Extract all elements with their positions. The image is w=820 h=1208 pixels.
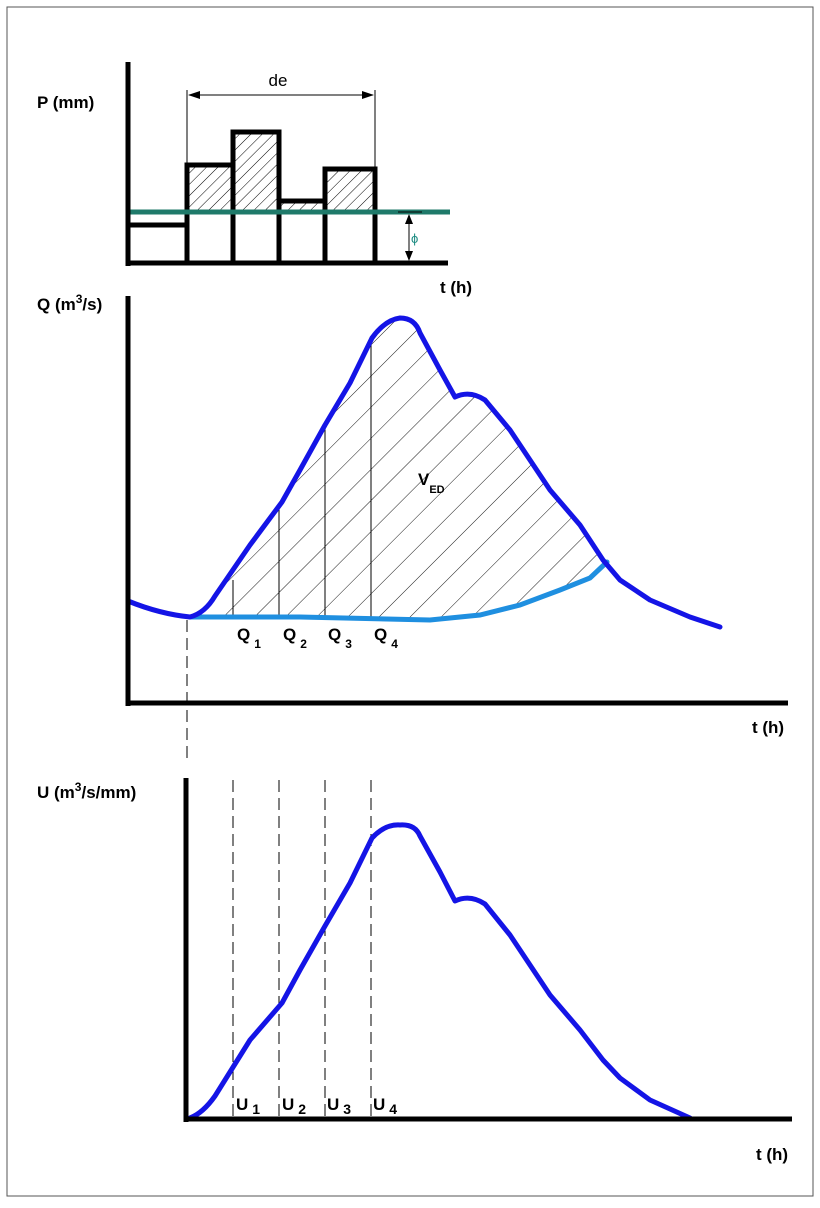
excess-bar-4 <box>325 169 375 212</box>
hyetograph-panel: de ϕ P (mm) t (h) <box>37 62 472 297</box>
unit-ordinate-lines <box>232 780 372 1118</box>
rainfall-bar-0 <box>128 222 190 263</box>
runoff-volume-hatch <box>190 318 603 620</box>
unit-hydrograph-curve <box>187 822 693 1121</box>
rainfall-bar-2 <box>230 129 282 263</box>
phi-arrow-top <box>405 214 413 224</box>
runoff-volume-label: VED <box>418 470 445 496</box>
figure-frame <box>6 6 814 1197</box>
unit-y-label: U (m3/s/mm) <box>37 780 136 802</box>
unit-x-label: t (h) <box>756 1145 788 1164</box>
hydrograph-y-label: Q (m3/s) <box>37 292 102 314</box>
hyetograph-y-label: P (mm) <box>37 93 94 112</box>
de-label: de <box>269 71 288 90</box>
phi-arrow-bottom <box>405 251 413 261</box>
de-arrow-left <box>188 91 200 99</box>
rainfall-bar-4 <box>322 166 378 263</box>
excess-bar-1 <box>187 165 233 212</box>
baseflow-line <box>187 559 610 623</box>
excess-rainfall-bars <box>187 132 375 212</box>
phi-label: ϕ <box>411 231 418 246</box>
de-arrow-right <box>362 91 374 99</box>
excess-bar-2 <box>233 132 279 212</box>
hydrograph-ordinate-lines <box>232 340 372 617</box>
hydrograph-x-label: t (h) <box>752 718 784 737</box>
excess-bar-3 <box>279 201 325 212</box>
hydrograph-curve <box>125 315 723 630</box>
hyetograph-x-label: t (h) <box>440 278 472 297</box>
